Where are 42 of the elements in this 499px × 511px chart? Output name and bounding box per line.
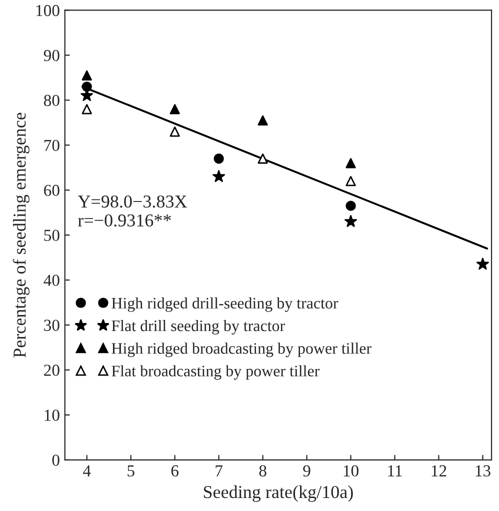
point: [170, 126, 180, 137]
x-tick-label: 4: [83, 465, 91, 476]
y-tick-label: 60: [44, 184, 60, 196]
legend-label: Flat drill seeding by tractor: [112, 320, 285, 334]
x-tick-label: 7: [216, 465, 222, 476]
point: [344, 215, 357, 227]
point: [346, 176, 356, 186]
legend-label: High ridged broadcasting by power tiller: [112, 342, 372, 358]
point: [214, 154, 224, 164]
point: [346, 158, 356, 168]
point: [82, 70, 92, 81]
x-tick-label: 8: [259, 465, 266, 476]
y-tick-label: 50: [44, 230, 60, 242]
x-tick-label: 13: [476, 465, 490, 476]
y-tick-label: 100: [36, 4, 60, 16]
x-tick-label: 6: [171, 465, 178, 476]
y-tick-label: 90: [44, 50, 60, 62]
x-tick-label: 11: [388, 465, 402, 476]
y-tick-label: 70: [44, 140, 60, 152]
legend-label: Flat broadcasting by power tiller: [112, 365, 320, 380]
y-tick-label: 30: [44, 320, 60, 331]
y-tick-label: 20: [44, 364, 60, 376]
y-tick-label: 10: [44, 410, 60, 421]
y-tick-label: 0: [52, 454, 60, 466]
y-tick-label: 40: [44, 274, 60, 286]
legend-label: High ridged drill-seeding by tractor: [112, 297, 338, 312]
point: [82, 82, 92, 92]
point: [258, 154, 268, 164]
point: [170, 104, 180, 114]
point: [346, 200, 356, 211]
y-axis-title: Percentage of seedling emergence: [12, 112, 30, 358]
point: [476, 258, 489, 270]
point: [258, 115, 268, 126]
y-tick-label: 80: [44, 94, 60, 106]
x-tick-label: 12: [432, 465, 446, 476]
x-tick-label: 10: [344, 465, 358, 476]
point: [82, 104, 92, 114]
x-tick-label: 9: [303, 465, 310, 476]
point: [212, 170, 226, 182]
x-axis-title: Seeding rate(kg/10a): [204, 485, 353, 502]
x-tick-label: 5: [128, 465, 134, 476]
annotation: Y=98.0−3.83X r=−0.9316**: [78, 195, 187, 227]
